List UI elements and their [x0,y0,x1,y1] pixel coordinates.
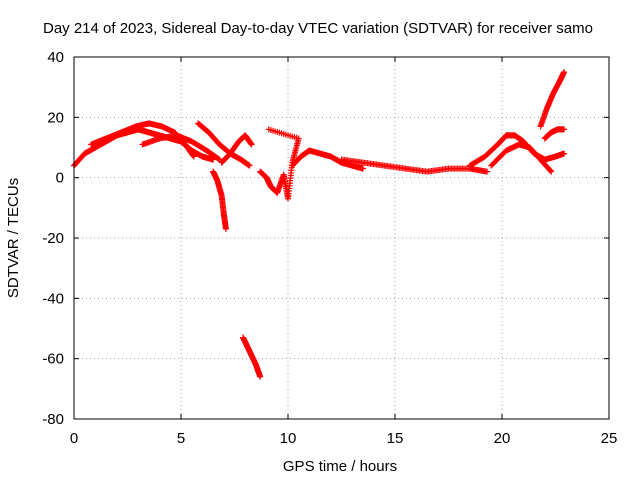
data-point [257,373,264,380]
y-tick-label: 0 [56,170,64,187]
y-tick-label: 20 [47,109,64,126]
data-point [246,162,253,169]
plot-frame [73,56,610,420]
data-point [547,167,554,174]
y-tick-label: -20 [42,230,64,247]
data-point [484,168,491,175]
x-tick-label: 5 [177,430,185,447]
grid-lines [74,57,609,419]
data-points [71,69,568,380]
y-axis-label: SDTVAR / TECUs [5,178,22,298]
x-tick-label: 15 [387,430,404,447]
chart-title: Day 214 of 2023, Sidereal Day-to-day VTE… [43,20,593,37]
y-tick-label: -60 [42,351,64,368]
data-point [359,165,366,172]
data-point [190,153,197,160]
data-point [215,155,222,162]
data-point [561,150,568,157]
data-point [561,126,568,133]
axis-ticks: 0 5 10 15 20 25 -80 -60 -40 -20 0 20 40 [42,49,617,447]
data-point [222,225,229,232]
data-point [561,69,568,76]
x-axis-label: GPS time / hours [283,458,397,475]
data-point [265,126,272,133]
data-point [248,141,255,148]
x-tick-label: 25 [601,430,618,447]
x-tick-label: 20 [494,430,511,447]
x-tick-label: 0 [70,430,78,447]
data-point [548,168,555,175]
y-tick-label: 40 [47,49,64,66]
data-point [190,152,197,159]
y-tick-label: -40 [42,290,64,307]
y-tick-label: -80 [42,411,64,428]
x-tick-label: 10 [280,430,297,447]
